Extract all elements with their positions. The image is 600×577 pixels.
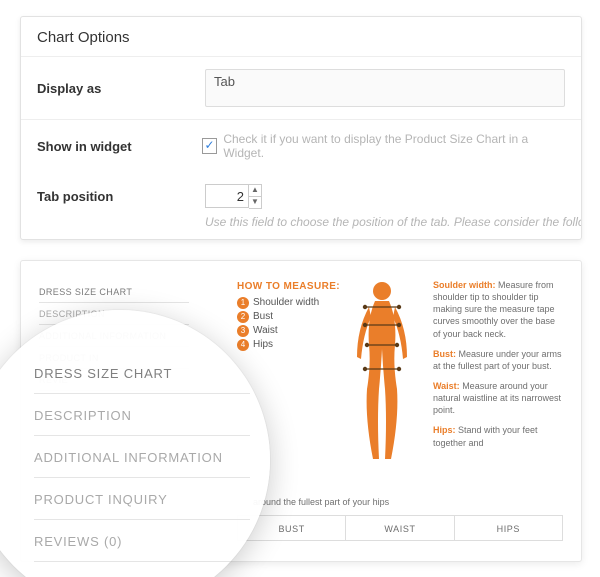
label-display-as: Display as bbox=[37, 81, 205, 96]
note-waist: Waist: Measure around your natural waist… bbox=[433, 380, 563, 416]
floating-snippet: around the fullest part of your hips bbox=[253, 497, 389, 507]
panel-title: Chart Options bbox=[21, 17, 581, 57]
row-show-in-widget: Show in widget Check it if you want to d… bbox=[21, 120, 581, 172]
mag-tab-product-inquiry[interactable]: PRODUCT INQUIRY bbox=[34, 478, 250, 520]
notes-col: Soulder width: Measure from shoulder tip… bbox=[433, 279, 563, 457]
checkbox-show-in-widget[interactable] bbox=[202, 138, 218, 154]
stepper-down-icon[interactable]: ▼ bbox=[249, 196, 261, 208]
th-waist: WAIST bbox=[346, 515, 454, 541]
row-tab-position: Tab position ▲ ▼ bbox=[21, 172, 581, 211]
size-table-header: BUST WAIST HIPS bbox=[237, 515, 563, 541]
mag-tab-reviews[interactable]: REVIEWS (0) bbox=[34, 520, 250, 562]
note-hips: Hips: Stand with your feet together and bbox=[433, 424, 563, 448]
mag-tab-description[interactable]: DESCRIPTION bbox=[34, 394, 250, 436]
note-shoulder: Soulder width: Measure from shoulder tip… bbox=[433, 279, 563, 340]
note-bust: Bust: Measure under your arms at the ful… bbox=[433, 348, 563, 372]
label-tab-position: Tab position bbox=[37, 189, 205, 204]
silhouette-icon bbox=[347, 279, 417, 479]
hint-tab-position: Use this field to choose the position of… bbox=[21, 215, 581, 239]
stepper-tab-position: ▲ ▼ bbox=[249, 184, 262, 209]
hint-show-in-widget: Check it if you want to display the Prod… bbox=[223, 132, 565, 160]
stepper-up-icon[interactable]: ▲ bbox=[249, 185, 261, 196]
input-tab-position[interactable] bbox=[205, 184, 249, 208]
tab-dress-size-chart[interactable]: DRESS SIZE CHART bbox=[39, 281, 189, 303]
th-hips: HIPS bbox=[455, 515, 563, 541]
chart-options-panel: Chart Options Display as Tab Show in wid… bbox=[20, 16, 582, 240]
label-show-in-widget: Show in widget bbox=[37, 139, 202, 154]
row-display-as: Display as Tab bbox=[21, 57, 581, 120]
mag-tab-dress-size-chart[interactable]: DRESS SIZE CHART bbox=[34, 352, 250, 394]
select-display-as[interactable]: Tab bbox=[205, 69, 565, 107]
mag-tab-additional-info[interactable]: ADDITIONAL INFORMATION bbox=[34, 436, 250, 478]
